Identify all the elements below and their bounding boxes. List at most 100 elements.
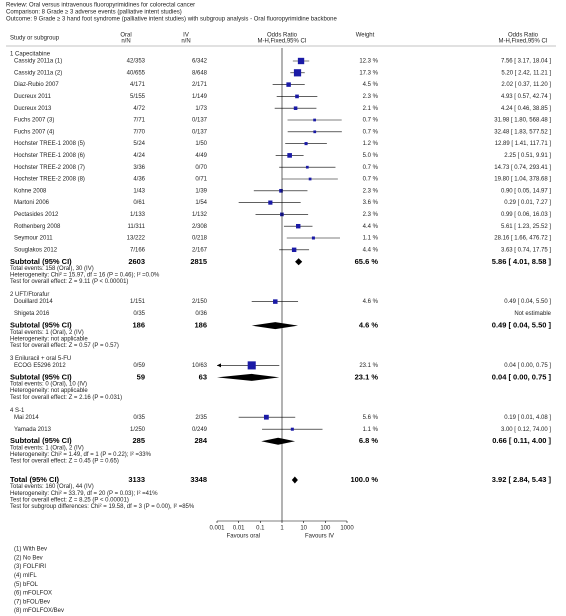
odds-ratio: 3.00 [ 0.12, 74.00 ]: [501, 427, 551, 433]
weight: 23.1 %: [355, 372, 379, 381]
weight: 6.8 %: [359, 436, 379, 445]
weight: 2.1 %: [363, 106, 379, 112]
weight: 3.6 %: [363, 200, 379, 206]
weight-square: [295, 94, 299, 99]
oral-count: 0/35: [133, 311, 145, 317]
weight-square: [313, 130, 317, 134]
oral-count: 59: [137, 372, 145, 381]
weight-square: [308, 177, 312, 181]
weight-square: [305, 165, 309, 169]
pooled-diamond: [217, 373, 280, 381]
oral-count: 42/353: [127, 59, 146, 65]
subgroup-note: Total events: 1 (Oral), 2 (IV): [10, 330, 84, 336]
total-note: Total events: 160 (Oral), 44 (IV): [10, 484, 94, 490]
col-iv: IV: [183, 33, 189, 39]
pooled-diamond: [251, 322, 299, 330]
oral-count: 13/222: [127, 236, 146, 242]
odds-ratio: 0.04 [ 0.00, 0.75 ]: [504, 363, 551, 369]
iv-count: 4/49: [195, 153, 207, 159]
study-name: Hochster TREE-2 2008 (8): [14, 177, 85, 183]
iv-count: 0/137: [192, 129, 208, 135]
odds-ratio: 14.73 [ 0.74, 293.41 ]: [494, 165, 551, 171]
odds-ratio: 5.86 [ 4.01, 8.58 ]: [492, 257, 552, 266]
odds-ratio: 2.25 [ 0.51, 9.91 ]: [504, 153, 551, 159]
oral-count: 0/61: [133, 200, 145, 206]
weight-square: [290, 427, 294, 431]
pooled-diamond: [295, 258, 303, 266]
odds-ratio: 0.19 [ 0.01, 4.08 ]: [504, 415, 551, 421]
study-name: Fuchs 2007 (4): [14, 129, 54, 135]
col-or-text: Odds Ratio: [508, 33, 539, 39]
oral-count: 1/43: [133, 188, 145, 194]
weight: 1.1 %: [363, 236, 379, 242]
x-tick-label: 0.001: [209, 526, 225, 532]
weight: 100.0 %: [350, 475, 378, 484]
col-oral: Oral: [120, 33, 131, 39]
oral-count: 4/171: [130, 82, 146, 88]
favours-left: Favours oral: [227, 534, 260, 540]
study-name: Ducreux 2011: [14, 94, 52, 100]
oral-count: 1/133: [130, 212, 146, 218]
subgroup-note: Heterogeneity: not applicable: [10, 336, 88, 342]
outcome: Outcome: 9 Grade ≥ 3 hand foot syndrome …: [6, 17, 337, 23]
weight-square: [287, 153, 292, 158]
footnote: (3) FOLFIRI: [14, 564, 46, 570]
odds-ratio: 31.98 [ 1.80, 568.48 ]: [494, 118, 551, 124]
iv-count: 0/71: [195, 177, 207, 183]
weight: 12.3 %: [359, 59, 378, 65]
weight-square: [273, 299, 278, 304]
oral-count: 7/166: [130, 247, 146, 253]
review: Review: Oral versus intravenous fluoropy…: [6, 3, 195, 9]
footnote: (2) No Bev: [14, 555, 43, 561]
iv-count: 2/167: [192, 247, 208, 253]
x-tick-label: 10: [300, 526, 307, 532]
weight-square: [311, 236, 315, 240]
weight-square: [293, 69, 302, 77]
iv-count: 1/73: [195, 106, 207, 112]
study-name: Shigeta 2016: [14, 311, 50, 317]
oral-count: 1/250: [130, 427, 146, 433]
oral-count: 7/71: [133, 118, 145, 124]
footnote: (4) mIFL: [14, 573, 37, 579]
footnote: (7) bFOL/Bev: [14, 599, 50, 605]
odds-ratio: 0.66 [ 0.11, 4.00 ]: [492, 436, 551, 445]
weight: 0.7 %: [363, 129, 379, 135]
study-name: Kohne 2008: [14, 188, 47, 194]
oral-count: 40/655: [127, 70, 146, 76]
subgroup-note: Total events: 0 (Oral), 10 (IV): [10, 382, 87, 388]
weight: 17.3 %: [359, 70, 378, 76]
comparison: Comparison: 8 Grade ≥ 3 adverse events (…: [6, 10, 182, 16]
odds-ratio: 5.61 [ 1.23, 25.52 ]: [501, 224, 551, 230]
subgroup-title: 2 UFT/Ftorafur: [10, 292, 49, 298]
x-tick-label: 0.01: [233, 526, 245, 532]
odds-ratio: 4.24 [ 0.46, 38.85 ]: [501, 106, 551, 112]
x-tick-label: 1000: [340, 526, 354, 532]
weight: 0.7 %: [363, 165, 379, 171]
subgroup-title: 4 S-1: [10, 408, 25, 414]
weight-square: [247, 361, 256, 370]
iv-count: 1/39: [195, 188, 207, 194]
odds-ratio: Not estimable: [514, 311, 551, 317]
iv-count: 1/54: [195, 200, 207, 206]
study-name: Mai 2014: [14, 415, 39, 421]
pooled-diamond: [291, 476, 298, 484]
iv-count: 1/149: [192, 94, 208, 100]
iv-count: 284: [194, 436, 207, 445]
oral-count: 0/35: [133, 415, 145, 421]
odds-ratio: 3.92 [ 2.84, 5.43 ]: [492, 475, 552, 484]
weight: 2.3 %: [363, 94, 379, 100]
iv-count: 0/137: [192, 118, 208, 124]
iv-count: 2/308: [192, 224, 208, 230]
weight: 65.6 %: [355, 257, 379, 266]
footnote: (6) mFOLFOX: [14, 591, 52, 597]
col-or-text-method: M-H,Fixed,95% CI: [498, 39, 547, 45]
oral-count: 11/311: [128, 224, 146, 230]
odds-ratio: 4.93 [ 0.57, 42.74 ]: [501, 94, 551, 100]
odds-ratio: 2.02 [ 0.37, 11.20 ]: [501, 82, 551, 88]
oral-count: 0/59: [133, 363, 145, 369]
weight: 4.4 %: [363, 247, 379, 253]
oral-count: 4/24: [133, 153, 145, 159]
study-name: Subtotal (95% CI): [10, 257, 72, 266]
odds-ratio: 0.90 [ 0.05, 14.97 ]: [501, 188, 551, 194]
subgroup-note: Heterogeneity: Chi² = 15.97, df = 16 (P …: [10, 273, 160, 279]
